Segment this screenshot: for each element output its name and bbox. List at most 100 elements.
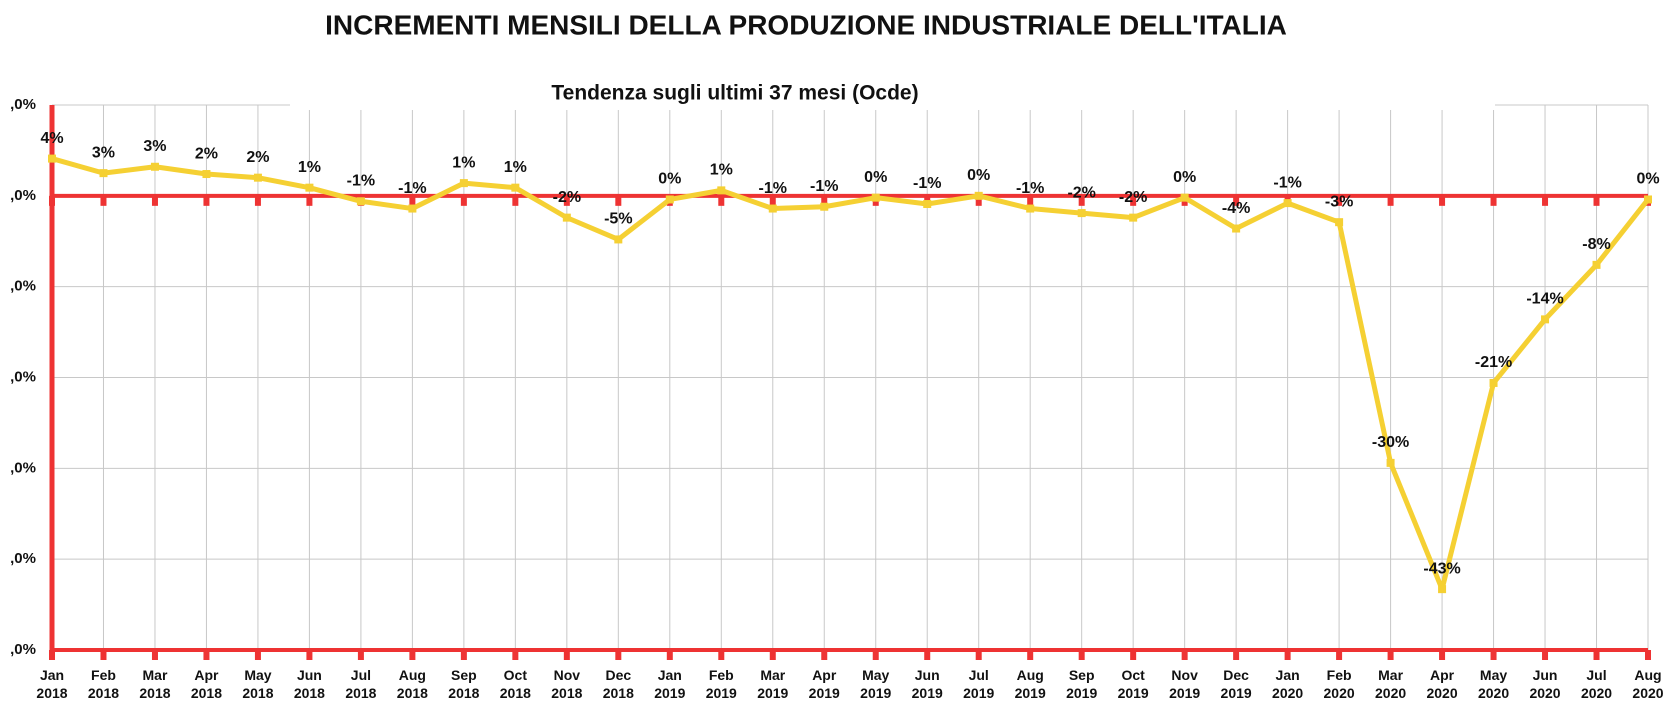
- data-label: -1%: [810, 178, 838, 195]
- data-label: -4%: [1222, 200, 1250, 217]
- data-label: -21%: [1475, 354, 1512, 371]
- point: [768, 204, 777, 213]
- tick-mark: [563, 195, 570, 206]
- point: [511, 183, 520, 192]
- x-tick-label: Mar 2019: [757, 667, 788, 701]
- point: [614, 235, 623, 244]
- data-label: -8%: [1582, 236, 1610, 253]
- tick-mark: [615, 195, 622, 206]
- data-label: 2%: [246, 149, 269, 166]
- tick-mark: [100, 195, 107, 206]
- tick-mark: [718, 195, 725, 206]
- x-tick-label: Apr 2019: [809, 667, 840, 701]
- point: [923, 200, 932, 209]
- tick-mark: [1336, 195, 1343, 206]
- tick-mark: [512, 650, 519, 660]
- tick-mark: [1387, 650, 1394, 660]
- data-label: 3%: [143, 138, 166, 155]
- tick-mark: [1439, 195, 1446, 206]
- tick-mark: [1181, 650, 1188, 660]
- point: [1489, 378, 1498, 387]
- x-tick-label: Feb 2020: [1324, 667, 1355, 701]
- chart-subtitle: Tendenza sugli ultimi 37 mesi (Ocde): [551, 82, 918, 105]
- x-tick-label: Apr 2020: [1426, 667, 1457, 701]
- x-tick-label: Mar 2018: [139, 667, 170, 701]
- data-label: 1%: [710, 162, 733, 179]
- y-tick-label: ,0%: [10, 368, 36, 385]
- point: [1026, 204, 1035, 213]
- y-tick-label: ,0%: [10, 187, 36, 204]
- x-tick-label: Mar 2020: [1375, 667, 1406, 701]
- tick-mark: [1542, 650, 1549, 660]
- tick-mark: [1490, 195, 1497, 206]
- x-tick-label: Jul 2020: [1581, 667, 1612, 701]
- data-label: -5%: [604, 211, 632, 228]
- point: [820, 202, 829, 211]
- point: [974, 191, 983, 200]
- x-tick-label: Feb 2018: [88, 667, 119, 701]
- data-label: -1%: [759, 180, 787, 197]
- tick-mark: [1645, 650, 1651, 660]
- data-label: -14%: [1526, 291, 1563, 308]
- point: [1592, 260, 1601, 269]
- tick-mark: [1078, 650, 1085, 660]
- tick-mark: [1336, 650, 1343, 660]
- data-label: -2%: [1119, 189, 1147, 206]
- point: [202, 170, 211, 179]
- data-label: 0%: [864, 169, 887, 186]
- tick-mark: [1027, 650, 1034, 660]
- point: [1438, 585, 1447, 594]
- x-tick-label: May 2018: [242, 667, 273, 701]
- data-label: 0%: [1636, 171, 1659, 188]
- point: [1386, 458, 1395, 467]
- data-label: -1%: [347, 173, 375, 190]
- x-tick-label: Apr 2018: [191, 667, 222, 701]
- x-tick-label: Aug 2019: [1015, 667, 1046, 701]
- x-tick-label: Aug 2018: [397, 667, 428, 701]
- data-label: 1%: [298, 159, 321, 176]
- x-tick-label: Jun 2018: [294, 667, 325, 701]
- tick-mark: [306, 195, 313, 206]
- tick-mark: [203, 650, 210, 660]
- tick-mark: [49, 650, 55, 660]
- data-label: -43%: [1423, 560, 1460, 577]
- tick-mark: [409, 195, 416, 206]
- data-label: 0%: [1173, 169, 1196, 186]
- x-tick-label: Sep 2018: [448, 667, 479, 701]
- tick-mark: [1593, 650, 1600, 660]
- x-tick-label: May 2019: [860, 667, 891, 701]
- tick-mark: [1027, 195, 1034, 206]
- tick-mark: [563, 650, 570, 660]
- tick-mark: [872, 650, 879, 660]
- point: [1644, 195, 1652, 204]
- y-tick-label: ,0%: [10, 550, 36, 567]
- x-tick-label: Jun 2019: [912, 667, 943, 701]
- tick-mark: [718, 650, 725, 660]
- data-label: 0%: [967, 167, 990, 184]
- point: [253, 173, 262, 182]
- tick-mark: [512, 195, 519, 206]
- x-tick-label: Jul 2018: [345, 667, 376, 701]
- point: [150, 162, 159, 171]
- tick-mark: [666, 650, 673, 660]
- tick-mark: [254, 650, 261, 660]
- data-label: 0%: [658, 171, 681, 188]
- point: [665, 195, 674, 204]
- tick-mark: [49, 195, 55, 206]
- point: [305, 183, 314, 192]
- tick-mark: [1490, 650, 1497, 660]
- point: [717, 186, 726, 195]
- x-tick-label: Jan 2019: [654, 667, 685, 701]
- x-tick-label: Feb 2019: [706, 667, 737, 701]
- tick-mark: [1542, 195, 1549, 206]
- tick-mark: [615, 650, 622, 660]
- data-label: 3%: [92, 144, 115, 161]
- data-label: 2%: [195, 145, 218, 162]
- x-tick-label: Nov 2018: [551, 667, 582, 701]
- tick-mark: [460, 195, 467, 206]
- data-label: -1%: [913, 175, 941, 192]
- tick-mark: [203, 195, 210, 206]
- tick-mark: [1233, 195, 1240, 206]
- tick-mark: [1387, 195, 1394, 206]
